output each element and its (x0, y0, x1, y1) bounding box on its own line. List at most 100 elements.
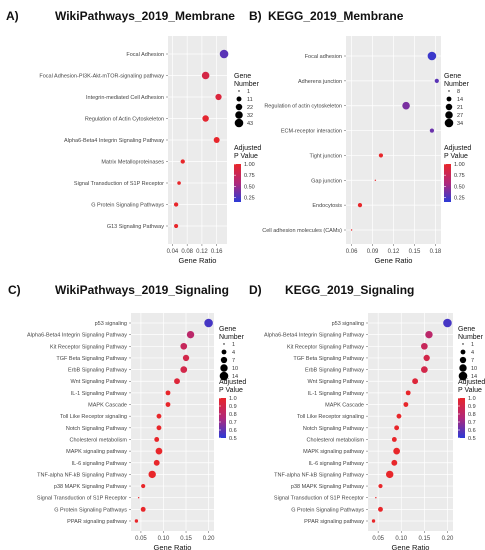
size-legend-title: Gene (458, 326, 475, 333)
size-legend-value: 7 (471, 358, 474, 364)
color-legend-value: 0.50 (244, 184, 255, 190)
size-legend-dot (236, 96, 242, 102)
color-legend-title: Adjusted (234, 145, 261, 152)
x-tick-label: 0.12 (196, 249, 208, 255)
color-bar (219, 398, 226, 438)
data-point (429, 128, 435, 133)
data-point (201, 71, 210, 80)
color-legend-value: 1.0 (229, 396, 237, 402)
category-label: Wnt Signaling Pathway (70, 379, 127, 385)
category-label: Alpha6-Beta4 Integrin Signaling Pathway (64, 138, 164, 144)
panel-2: B) KEGG_2019_Membrane Focal adhesion Adhere… (249, 9, 471, 265)
color-bar (458, 398, 465, 438)
size-legend-title: Gene (444, 73, 461, 80)
category-label: p38 MAPK Signaling Pathway (291, 484, 364, 490)
color-legend-value: 0.9 (229, 404, 237, 410)
size-legend-value: 1 (232, 342, 235, 348)
color-legend-value: 1.0 (468, 396, 476, 402)
category-label: Cholesterol metabolism (70, 437, 128, 443)
category-label: IL-6 signaling Pathway (72, 461, 128, 467)
data-point (391, 459, 398, 466)
color-legend-title: Adjusted (444, 145, 471, 152)
size-legend-dot (444, 118, 454, 128)
x-tick-label: 0.10 (158, 536, 170, 542)
x-tick-label: 0.08 (181, 249, 193, 255)
category-label: Adherens junction (298, 79, 342, 85)
size-legend-value: 14 (471, 374, 477, 380)
color-legend-value: 1.00 (244, 162, 255, 168)
category-label: Matrix Metalloproteinases (101, 160, 164, 166)
panel-letter: D) (249, 283, 262, 297)
color-legend-value: 0.8 (468, 412, 476, 418)
category-label: PPAR signaling pathway (67, 519, 127, 525)
color-legend-value: 0.5 (468, 436, 476, 442)
color-legend-value: 0.5 (229, 436, 237, 442)
category-label: Gap junction (311, 178, 342, 184)
data-point (177, 181, 181, 185)
size-legend-value: 43 (247, 121, 253, 127)
size-legend-value: 11 (247, 97, 253, 103)
data-point (215, 93, 222, 101)
size-legend-value: 22 (247, 105, 253, 111)
panel-1: A) WikiPathways_2019_Membrane Focal Adhesi… (6, 9, 261, 265)
plot-background (368, 313, 453, 531)
data-point (405, 390, 411, 396)
color-legend-value: 0.50 (454, 184, 465, 190)
data-point (156, 425, 162, 431)
size-legend-value: 7 (232, 358, 235, 364)
data-point (391, 437, 397, 442)
size-legend-value: 10 (471, 366, 477, 372)
category-label: IL-1 Signaling Pathway (71, 391, 128, 397)
data-point (386, 470, 394, 479)
size-legend-value: 8 (457, 89, 460, 95)
size-legend-dot (462, 343, 464, 345)
color-bar (444, 164, 451, 202)
data-point (186, 330, 195, 339)
size-legend-dot (235, 111, 243, 119)
category-label: Cell adhesion molecules (CAMs) (262, 228, 342, 234)
color-legend-value: 0.6 (229, 428, 237, 434)
size-legend-dot (445, 111, 453, 119)
category-label: ECM-receptor interaction (281, 129, 342, 135)
data-point (443, 318, 452, 328)
data-point (412, 378, 419, 385)
size-legend-title: Number (219, 334, 245, 341)
data-point (393, 447, 400, 455)
size-legend-dot (460, 349, 466, 355)
size-legend-value: 34 (457, 121, 463, 127)
data-point (174, 223, 179, 229)
data-point (350, 229, 353, 231)
x-tick-label: 0.15 (180, 536, 192, 542)
category-label: Tight junction (309, 153, 342, 159)
data-point (180, 366, 188, 373)
x-tick-label: 0.15 (419, 536, 431, 542)
x-tick-label: 0.05 (372, 536, 384, 542)
category-label: TGF Beta Signaling Pathway (293, 356, 364, 362)
data-point (427, 51, 437, 61)
category-label: Cholesterol metabolism (307, 437, 365, 443)
color-legend-value: 0.9 (468, 404, 476, 410)
color-legend-value: 0.25 (454, 196, 465, 202)
size-legend-dot (220, 356, 228, 364)
category-label: Integrin-mediated Cell Adhesion (86, 95, 164, 101)
category-label: MAPK Cascade (88, 403, 127, 409)
data-point (219, 49, 229, 59)
data-point (148, 470, 156, 479)
color-legend-title: P Value (444, 153, 468, 160)
category-label: Toll Like Receptor signaling (297, 414, 364, 420)
size-legend-title: Number (458, 334, 484, 341)
data-point (140, 506, 146, 512)
panel-4: D) KEGG_2019_Signaling p53 signaling Alpha6… (249, 283, 485, 550)
category-label: Kit Receptor Signaling Pathway (50, 344, 127, 350)
category-label: TNF-alpha NF-kB Signaling Pathway (37, 472, 127, 478)
category-label: Notch Signaling Pathway (66, 426, 127, 432)
size-legend-dot (219, 371, 229, 381)
data-point (402, 101, 410, 110)
size-legend-value: 1 (471, 342, 474, 348)
data-point (394, 425, 400, 431)
x-axis-label: Gene Ratio (154, 543, 192, 550)
category-label: Alpha6-Beta4 Integrin Signaling Pathway (27, 333, 127, 339)
color-legend-title: Adjusted (219, 379, 246, 386)
category-label: Alpha6-Beta4 Integrin Signaling Pathway (264, 333, 364, 339)
